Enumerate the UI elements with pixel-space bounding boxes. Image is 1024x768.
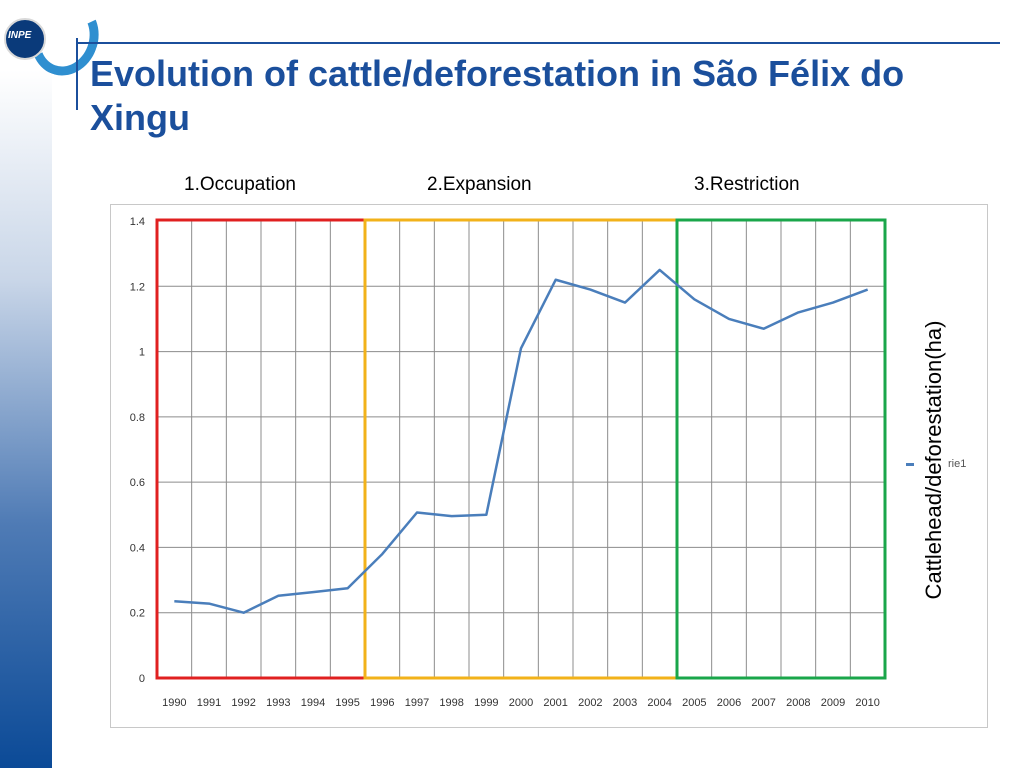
x-tick-label: 2001: [543, 697, 567, 709]
x-tick-label: 2010: [855, 697, 879, 709]
x-tick-label: 1993: [266, 697, 290, 709]
x-tick-label: 2003: [613, 697, 637, 709]
y-tick-label: 0.8: [130, 412, 145, 424]
y-tick-label: 1.2: [130, 281, 145, 293]
x-tick-label: 2000: [509, 697, 533, 709]
x-tick-label: 1995: [335, 697, 359, 709]
x-tick-label: 1998: [439, 697, 463, 709]
x-tick-label: 2007: [751, 697, 775, 709]
y-tick-label: 1: [139, 347, 145, 359]
x-tick-label: 1994: [301, 697, 325, 709]
x-tick-label: 2004: [647, 697, 671, 709]
y-tick-label: 0: [139, 673, 145, 685]
x-tick-label: 2008: [786, 697, 810, 709]
x-tick-label: 1999: [474, 697, 498, 709]
x-tick-label: 1991: [197, 697, 221, 709]
x-tick-label: 1996: [370, 697, 394, 709]
x-tick-label: 1997: [405, 697, 429, 709]
x-tick-label: 2009: [821, 697, 845, 709]
x-tick-label: 2002: [578, 697, 602, 709]
y-tick-label: 1.4: [130, 216, 145, 228]
y-tick-label: 0.4: [130, 542, 145, 554]
x-tick-label: 2006: [717, 697, 741, 709]
phase-box-2: [365, 220, 677, 678]
x-tick-label: 2005: [682, 697, 706, 709]
y-axis-label: Cattlehead/deforestation(ha): [921, 280, 951, 640]
y-tick-label: 0.6: [130, 477, 145, 489]
y-tick-label: 0.2: [130, 608, 145, 620]
series-line: [174, 270, 867, 613]
legend-swatch: [906, 463, 914, 466]
x-tick-label: 1992: [231, 697, 255, 709]
x-tick-label: 1990: [162, 697, 186, 709]
